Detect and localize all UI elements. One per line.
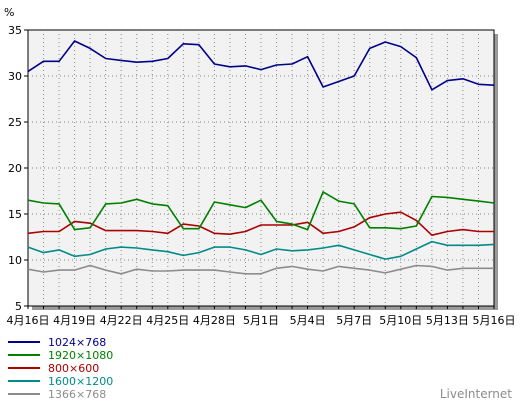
gridlines: [28, 30, 494, 306]
x-tick-label: 5月13日: [426, 314, 469, 327]
y-tick-label: 30: [8, 70, 22, 83]
credit-label: LiveInternet: [440, 387, 512, 401]
series-lines: [27, 40, 495, 275]
x-tick-label: 4月22日: [100, 314, 143, 327]
y-axis-unit-label: %: [4, 6, 14, 19]
series-line: [27, 40, 495, 91]
legend-label: 1024×768: [48, 336, 106, 349]
legend-label: 1366×768: [48, 388, 106, 401]
x-tick-label: 5月16日: [473, 314, 516, 327]
x-tick-label: 4月19日: [53, 314, 96, 327]
x-tick-label: 4月28日: [193, 314, 236, 327]
y-tick-label: 5: [15, 300, 22, 313]
y-tick-label: 15: [8, 208, 22, 221]
series-line: [27, 240, 495, 260]
x-tick-label: 5月1日: [243, 314, 279, 327]
y-tick-label: 10: [8, 254, 22, 267]
axis-ticks: 5 10 15 20 25 30 35 4月16日 4月19日 4月22日 4月25日 4月28日 5月…: [7, 24, 516, 327]
series-line: [27, 191, 495, 231]
x-tick-label: 5月10日: [379, 314, 422, 327]
legend: 1024×7681920×1080800×6001600×12001366×76…: [8, 336, 113, 401]
legend-label: 1920×1080: [48, 349, 113, 362]
y-tick-label: 35: [8, 24, 22, 37]
series-line: [27, 211, 494, 236]
x-tick-label: 4月25日: [146, 314, 189, 327]
y-tick-label: 20: [8, 162, 22, 175]
legend-label: 800×600: [48, 362, 99, 375]
x-tick-label: 5月7日: [336, 314, 372, 327]
series-line: [27, 264, 494, 275]
y-tick-label: 25: [8, 116, 22, 129]
legend-label: 1600×1200: [48, 375, 113, 388]
x-tick-label: 4月16日: [7, 314, 50, 327]
x-tick-label: 5月4日: [290, 314, 326, 327]
